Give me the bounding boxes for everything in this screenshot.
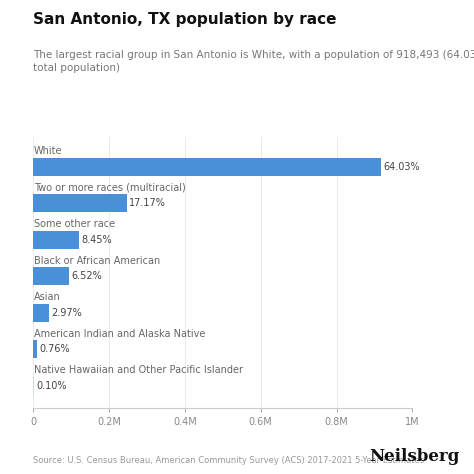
Text: 8.45%: 8.45% xyxy=(82,235,112,245)
Text: 6.52%: 6.52% xyxy=(71,271,102,281)
Bar xyxy=(33,303,49,322)
Bar xyxy=(33,267,69,285)
Text: American Indian and Alaska Native: American Indian and Alaska Native xyxy=(34,328,205,338)
Text: Source: U.S. Census Bureau, American Community Survey (ACS) 2017-2021 5-Year Est: Source: U.S. Census Bureau, American Com… xyxy=(33,456,424,465)
Text: 0.76%: 0.76% xyxy=(40,344,70,354)
Text: 2.97%: 2.97% xyxy=(52,308,82,318)
Bar xyxy=(33,157,382,176)
Bar xyxy=(33,230,79,249)
Bar xyxy=(33,377,34,395)
Text: 64.03%: 64.03% xyxy=(384,162,420,172)
Text: The largest racial group in San Antonio is White, with a population of 918,493 (: The largest racial group in San Antonio … xyxy=(33,50,474,73)
Text: Asian: Asian xyxy=(34,292,61,302)
Text: Black or African American: Black or African American xyxy=(34,255,160,265)
Text: Native Hawaiian and Other Pacific Islander: Native Hawaiian and Other Pacific Island… xyxy=(34,365,243,375)
Text: 17.17%: 17.17% xyxy=(129,198,166,208)
Text: Neilsberg: Neilsberg xyxy=(369,447,460,465)
Text: Two or more races (multiracial): Two or more races (multiracial) xyxy=(34,182,186,192)
Text: Some other race: Some other race xyxy=(34,219,115,229)
Bar xyxy=(33,340,37,358)
Text: White: White xyxy=(34,146,63,156)
Bar xyxy=(33,194,127,212)
Text: San Antonio, TX population by race: San Antonio, TX population by race xyxy=(33,12,337,27)
Text: 0.10%: 0.10% xyxy=(36,381,66,391)
